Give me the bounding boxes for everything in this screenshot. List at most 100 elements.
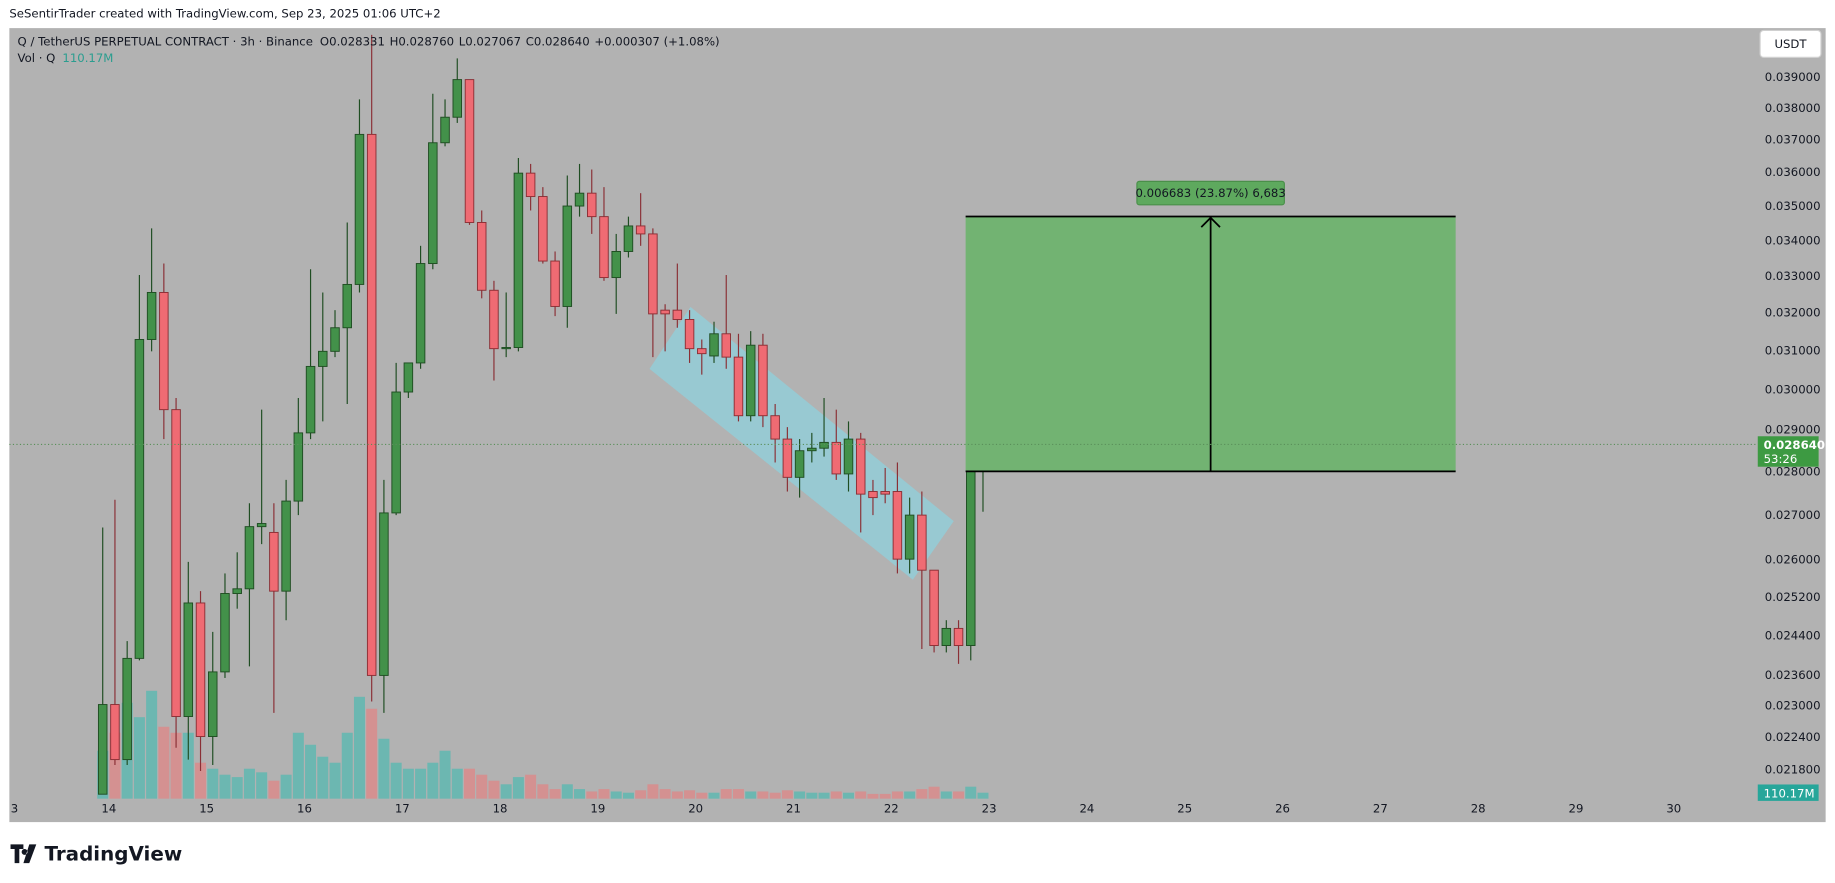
volume-bar (427, 762, 439, 799)
candle-body (513, 172, 524, 348)
volume-bar (622, 792, 634, 799)
y-tick-label: 0.038000 (1765, 101, 1821, 115)
candle-body (354, 133, 365, 285)
volume-bar (561, 784, 573, 799)
volume-bar (170, 732, 182, 799)
volume-bar (366, 708, 378, 799)
axes-layer: 0.039000 0.038000 0.037000 0.036000 0.035000… (11, 70, 1825, 816)
volume-tag (1757, 784, 1819, 801)
volume-bar (243, 768, 255, 799)
symbol: Q / TetherUS PERPETUAL CONTRACT · 3h · B… (18, 35, 313, 49)
candle-body (587, 192, 597, 218)
candle-body (562, 205, 573, 307)
x-tick-label: 17 (395, 802, 410, 816)
volume-bar (500, 784, 512, 799)
volume-bar (537, 784, 549, 799)
y-tick-label: 0.034000 (1765, 233, 1821, 247)
candle-body (159, 291, 169, 411)
volume-bar (928, 786, 940, 799)
volume-bar (292, 732, 304, 799)
volume-bar (256, 772, 268, 799)
x-tick-label: 20 (688, 802, 703, 816)
y-tick-label: 0.028000 (1765, 464, 1821, 478)
volume-bar (830, 791, 842, 799)
volume-bar (953, 791, 965, 799)
candle-body (476, 222, 487, 291)
y-tick-label: 0.036000 (1765, 165, 1821, 179)
volume-bar (965, 786, 977, 799)
volume-bar (855, 791, 867, 799)
measure-label: 0.006683 (23.87%) 6,683 (1135, 186, 1285, 200)
candle-body (721, 333, 731, 358)
y-tick-label: 0.027000 (1765, 508, 1821, 522)
y-tick-label: 0.031000 (1765, 343, 1821, 357)
volume-bar (512, 777, 524, 799)
x-tick-label: 14 (101, 802, 116, 816)
change: +0.000307 (+1.08%) (594, 35, 719, 49)
candle-body (281, 500, 291, 592)
volume-bar (904, 791, 916, 799)
candle-body (232, 588, 242, 594)
volume-bar (720, 789, 732, 799)
candle-body (855, 438, 866, 495)
candle-body (293, 432, 304, 502)
candle-body (892, 491, 903, 560)
candle-body (868, 491, 878, 499)
high: H0.028760 (390, 35, 455, 49)
volume-bar (390, 762, 402, 799)
volume-bar (757, 791, 769, 799)
volume-bar (879, 793, 891, 799)
volume-bar (415, 768, 427, 799)
candle-body (941, 627, 952, 646)
candle-body (953, 627, 964, 646)
x-tick-label: 18 (493, 802, 508, 816)
x-tick-label: 16 (297, 802, 312, 816)
candle-body (501, 347, 511, 350)
volume-bar (940, 791, 952, 799)
currency-button[interactable] (1759, 29, 1822, 58)
candle-body (648, 233, 658, 315)
candle-body (342, 283, 352, 329)
volume-bar (659, 789, 671, 799)
candle-body (366, 133, 377, 676)
volume-bar (463, 768, 475, 799)
symbol-line: Q / TetherUS PERPETUAL CONTRACT · 3h · B… (18, 35, 720, 49)
volume-bar (280, 774, 292, 799)
logo: TradingView (10, 843, 182, 866)
volume-bar (231, 777, 243, 799)
volume-bar (708, 792, 720, 799)
volume-bar (696, 792, 708, 799)
candle-body (843, 438, 854, 475)
overlay-layer: 0.006683 (23.87%) 6,683 (9, 180, 1756, 473)
candle-body (525, 172, 536, 198)
candle-body (660, 309, 670, 315)
measure-arrow-head (1200, 216, 1221, 228)
candle-body (745, 344, 756, 417)
candle-body (134, 339, 145, 659)
candle-body (195, 602, 206, 737)
volume-bar (818, 792, 830, 799)
y-tick-label: 0.025200 (1765, 590, 1821, 604)
candle-body (415, 263, 426, 364)
price-tag-countdown: 53:26 (1764, 452, 1798, 466)
y-tick-label: 0.033000 (1765, 269, 1821, 283)
x-tick-label: 21 (786, 802, 801, 816)
candle-body (880, 491, 890, 495)
volume-bar (671, 791, 683, 799)
candle-body (831, 441, 842, 475)
volume-bar (732, 789, 744, 799)
candle-body (183, 602, 194, 717)
y-tick-label: 0.032000 (1765, 305, 1821, 319)
candle-body (318, 350, 328, 367)
volume-bar (317, 756, 329, 799)
candle-body (550, 260, 560, 307)
logo-text: TradingView (44, 843, 182, 866)
credit: SeSentirTrader created with TradingView.… (9, 7, 440, 21)
price-tag-label: 0.028640 (1764, 438, 1825, 452)
volume-value: 110.17M (62, 51, 113, 65)
volume-bar (598, 789, 610, 799)
currency-label[interactable]: USDT (1774, 37, 1807, 51)
measure-label-box (1136, 180, 1285, 206)
